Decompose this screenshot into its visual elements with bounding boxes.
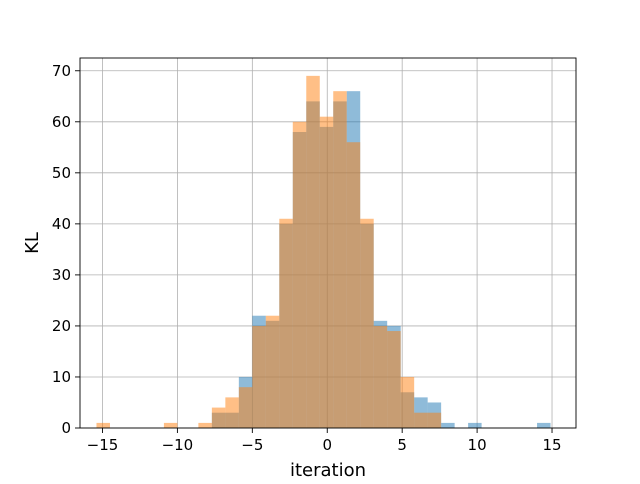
x-tick-label: 15 (542, 436, 561, 454)
y-tick-label: 20 (52, 317, 71, 335)
histogram-bar (265, 315, 280, 428)
x-tick-label: −5 (241, 436, 263, 454)
histogram-bar (346, 142, 361, 428)
axis-ticks: −15 −10 −5 0 5 10 15 0 10 20 30 40 50 60 70 (52, 62, 562, 454)
y-tick-label: 10 (52, 368, 71, 386)
histogram-bar (468, 422, 482, 428)
histogram-bar (163, 422, 178, 428)
x-tick-label: 0 (322, 436, 332, 454)
x-tick-label: 5 (397, 436, 407, 454)
histogram-bar (211, 407, 226, 428)
x-tick-label: −10 (162, 436, 194, 454)
series-1-bars (96, 75, 442, 429)
y-tick-label: 30 (52, 266, 71, 284)
histogram-bar (360, 218, 374, 428)
histogram-bar (319, 116, 334, 429)
x-tick-label: −15 (87, 436, 119, 454)
y-tick-label: 40 (52, 215, 71, 233)
histogram-bar (441, 422, 455, 428)
histogram-bar (96, 422, 110, 428)
histogram-bar (373, 325, 388, 428)
histogram-bar (306, 75, 320, 429)
y-axis-label: KL (22, 232, 43, 254)
histogram-bar (198, 422, 212, 428)
histogram-bar (238, 387, 253, 428)
histogram-bar (400, 376, 415, 428)
y-tick-label: 50 (52, 164, 71, 182)
histogram-bar (279, 218, 293, 428)
histogram-bar (537, 422, 551, 428)
y-tick-label: 60 (52, 113, 71, 131)
histogram-bar (427, 412, 442, 428)
x-axis-label: iteration (290, 460, 366, 480)
y-tick-label: 0 (61, 419, 71, 437)
histogram-bar (252, 325, 266, 428)
y-tick-label: 70 (52, 62, 71, 80)
x-tick-label: 10 (468, 436, 487, 454)
histogram-bar (225, 397, 239, 428)
histogram-bar (292, 121, 307, 429)
histogram-bar (333, 91, 347, 428)
plot-frame (79, 57, 577, 429)
histogram-bars (96, 75, 551, 429)
histogram-bar (414, 412, 428, 428)
histogram-bar (387, 331, 401, 428)
